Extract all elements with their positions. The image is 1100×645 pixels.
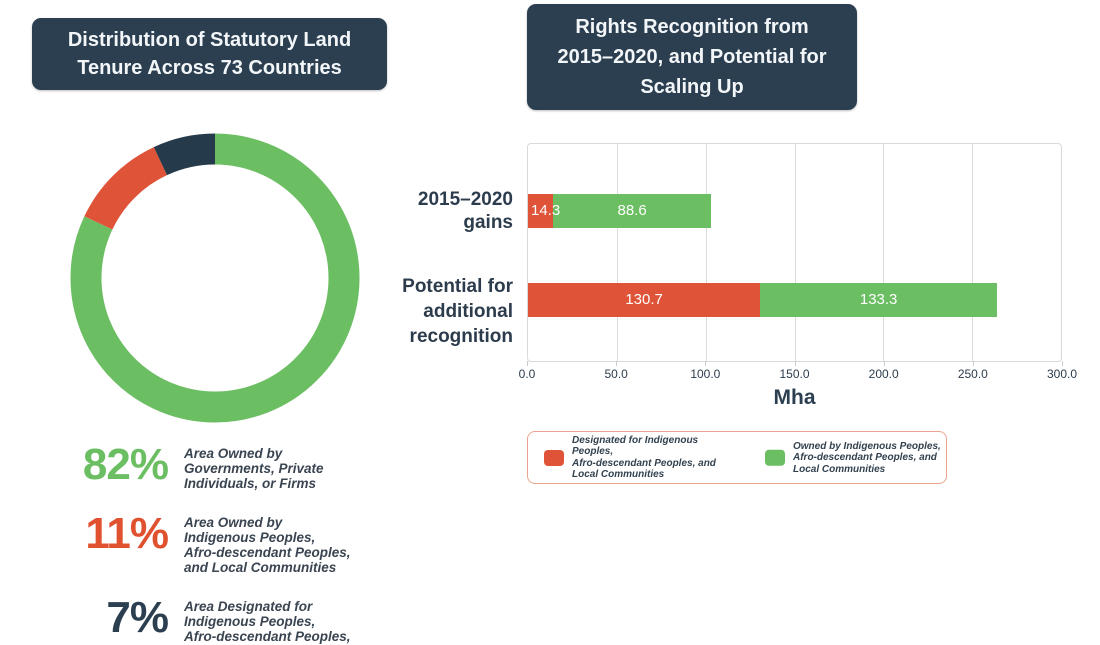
bar-segment (553, 194, 711, 228)
percentage-value: 11% (85, 509, 169, 558)
axis-tick-label: 150.0 (779, 367, 810, 381)
gridline (794, 144, 796, 361)
donut-slice (70, 133, 360, 423)
axis-tick (794, 361, 796, 366)
axis-tick (616, 361, 618, 366)
bar-segment (760, 283, 998, 317)
axis-tick-label: 50.0 (604, 367, 628, 381)
percentage-description: Area Designated for Indigenous Peoples, Af… (184, 599, 351, 645)
bar-plot-area: 14.3 88.6 130.7 133.3 (527, 143, 1062, 362)
gridline (972, 144, 974, 361)
axis-tick (1062, 361, 1063, 366)
legend-item-owned: Owned by Indigenous Peoples, Afro-descend… (765, 440, 961, 475)
bar-chart: 14.3 88.6 130.7 133.3 0.0 50.0 100.0 150.0 200.… (519, 143, 1077, 409)
bar-segment (528, 283, 761, 317)
donut-legend: 82% Area Owned by Governments, Private Ind… (56, 443, 386, 645)
bar-value-label: 133.3 (859, 291, 898, 308)
donut-chart-title: Distribution of Statutory Land Tenure Acr… (32, 18, 387, 90)
legend-swatch-owned (765, 449, 785, 466)
axis-tick-label: 0.0 (518, 367, 536, 381)
bar-value-label: 88.6 (617, 202, 647, 219)
legend-swatch-designated (544, 449, 564, 466)
axis-tick (972, 361, 974, 366)
bar-chart-title-text: Rights Recognition from 2015–2020, and Po… (557, 16, 827, 98)
bar-row: 130.7 133.3 (528, 283, 1061, 317)
percentage-value: 7% (106, 593, 169, 642)
percentage-description: Area Owned by Indigenous Peoples, Afro-des… (184, 515, 351, 575)
category-label-gains: 2015–2020 gains (417, 189, 513, 233)
donut-legend-item: 82% Area Owned by Governments, Private Ind… (56, 440, 386, 492)
axis-tick (527, 361, 528, 366)
axis-tick-label: 300.0 (1046, 367, 1078, 381)
gridline (616, 144, 618, 361)
axis-tick (883, 361, 885, 366)
donut-chart (70, 133, 360, 423)
bar-value-label: 130.7 (625, 291, 663, 308)
gridline (883, 144, 885, 361)
legend-label-designated: Designated for Indigenous Peoples, Afro-d… (572, 434, 716, 481)
bar-value-label: 14.3 (531, 202, 561, 219)
donut-chart-title-text: Distribution of Statutory Land Tenure Acr… (67, 29, 352, 79)
donut-legend-item: 11% Area Owned by Indigenous Peoples, Afro… (56, 509, 386, 576)
legend-item-designated: Designated for Indigenous Peoples, Afro-d… (544, 435, 740, 481)
bar-chart-title: Rights Recognition from 2015–2020, and Po… (527, 4, 857, 110)
gridline (705, 144, 707, 361)
category-label-potential: Potential for additional recognition (402, 276, 513, 347)
bar-chart-legend: Designated for Indigenous Peoples, Afro-d… (527, 431, 947, 484)
donut-legend-item: 7% Area Designated for Indigenous Peoples… (56, 596, 386, 645)
percentage-value: 82% (82, 440, 169, 489)
axis-tick-label: 200.0 (868, 367, 899, 381)
bar-segment (528, 194, 554, 228)
x-axis-tick-labels: 0.0 50.0 100.0 150.0 200.0 250.0 300.0 (519, 367, 1077, 381)
legend-label-owned: Owned by Indigenous Peoples, Afro-descend… (793, 440, 941, 475)
axis-tick-label: 250.0 (957, 367, 988, 381)
x-axis-title: Mha (773, 386, 816, 409)
axis-tick (705, 361, 707, 366)
percentage-description: Area Owned by Governments, Private Individ… (184, 446, 324, 491)
axis-tick-label: 100.0 (690, 367, 721, 381)
bar-row: 14.3 88.6 (528, 194, 1061, 228)
